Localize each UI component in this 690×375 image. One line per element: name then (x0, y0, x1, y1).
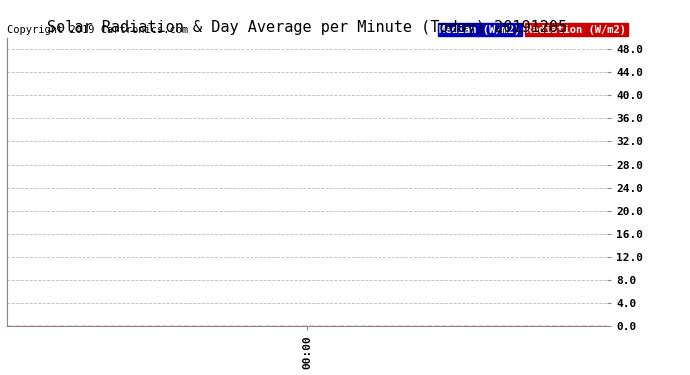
Title: Solar Radiation & Day Average per Minute (Today) 20191205: Solar Radiation & Day Average per Minute… (47, 20, 567, 35)
Text: Median (W/m2): Median (W/m2) (439, 25, 520, 34)
Text: Radiation (W/m2): Radiation (W/m2) (526, 25, 626, 34)
Text: Copyright 2019 Cartronics.com: Copyright 2019 Cartronics.com (7, 25, 188, 34)
